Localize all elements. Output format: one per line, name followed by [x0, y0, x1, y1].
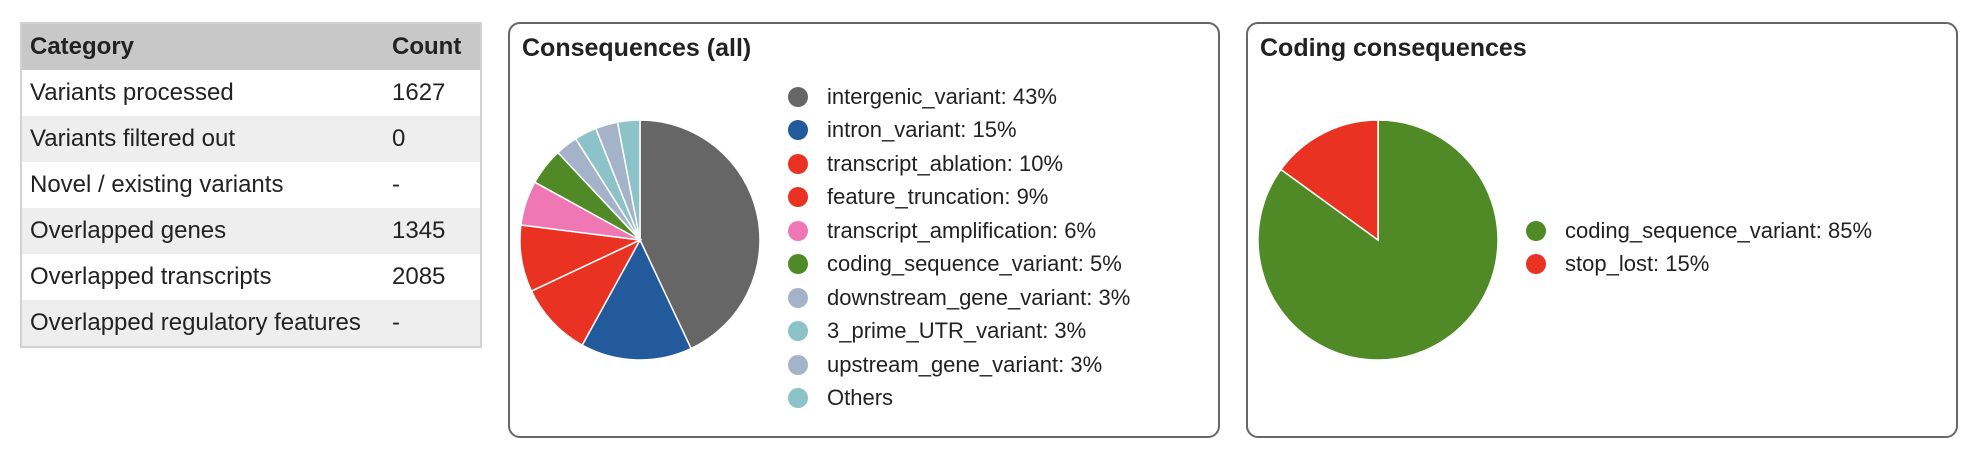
coding-consequences-legend: coding_sequence_variant: 85% stop_lost: 1…	[1526, 214, 1872, 281]
pie-slice	[616, 119, 641, 241]
legend-swatch	[788, 254, 808, 275]
consequences-all-legend: intergenic_variant: 43% intron_variant: 1…	[788, 80, 1130, 415]
legend-swatch	[1526, 254, 1546, 275]
row-label: Overlapped transcripts	[30, 263, 272, 290]
legend-label: intron_variant: 15%	[827, 117, 1017, 143]
row-value: 1345	[384, 208, 481, 254]
legend-swatch	[788, 187, 808, 208]
legend-item: intergenic_variant: 43%	[788, 80, 1130, 114]
legend-label: 3_prime_UTR_variant: 3%	[827, 318, 1087, 344]
legend-swatch	[788, 153, 808, 174]
legend-item: coding_sequence_variant: 85%	[1526, 214, 1872, 248]
legend-label: Others	[827, 385, 894, 411]
legend-label: intergenic_variant: 43%	[827, 83, 1057, 109]
legend-label: stop_lost: 15%	[1565, 251, 1710, 277]
table-row: Overlapped genes 1345	[21, 208, 481, 254]
legend-swatch	[788, 321, 808, 342]
legend-item: feature_truncation: 9%	[788, 181, 1130, 215]
pie-slice	[581, 238, 693, 361]
count-header: Count	[384, 23, 481, 70]
legend-item: Others	[788, 382, 1130, 416]
legend-item: stop_lost: 15%	[1526, 248, 1872, 282]
legend-label: downstream_gene_variant: 3%	[827, 284, 1131, 310]
legend-label: feature_truncation: 9%	[827, 184, 1049, 210]
row-value: -	[392, 171, 400, 198]
legend-swatch	[788, 120, 808, 141]
consequences-all-panel: Consequences (all) intergenic_variant: 4…	[508, 22, 1220, 438]
summary-table: Category Count Variants processed 1627 V…	[20, 22, 482, 348]
legend-swatch	[1526, 220, 1546, 241]
table-row: Novel / existing variants -	[21, 162, 481, 208]
legend-item: transcript_ablation: 10%	[788, 147, 1130, 181]
legend-item: intron_variant: 15%	[788, 114, 1130, 148]
row-label: Overlapped regulatory features	[21, 300, 384, 347]
row-label: Variants filtered out	[21, 116, 384, 162]
chart-title: Consequences (all)	[522, 34, 752, 62]
chart-title: Coding consequences	[1260, 34, 1527, 62]
legend-swatch	[788, 220, 808, 241]
table-row: Variants processed 1627	[21, 70, 481, 116]
legend-item: coding_sequence_variant: 5%	[788, 248, 1130, 282]
row-label: Novel / existing variants	[30, 171, 284, 198]
pie-slice	[530, 238, 642, 347]
consequences-all-pie	[519, 119, 761, 361]
legend-label: coding_sequence_variant: 85%	[1565, 217, 1873, 243]
pie-slice	[639, 119, 761, 350]
coding-consequences-panel: Coding consequences coding_sequence_vari…	[1246, 22, 1958, 438]
table-row: Overlapped regulatory features -	[21, 300, 481, 347]
row-value: 0	[384, 116, 481, 162]
legend-swatch	[788, 388, 808, 409]
row-value: -	[384, 300, 481, 347]
row-value: 2085	[392, 263, 446, 290]
legend-swatch	[788, 354, 808, 375]
legend-swatch	[788, 287, 808, 308]
legend-item: upstream_gene_variant: 3%	[788, 348, 1130, 382]
legend-label: coding_sequence_variant: 5%	[827, 251, 1122, 277]
legend-item: downstream_gene_variant: 3%	[788, 281, 1130, 315]
table-row: Variants filtered out 0	[21, 116, 481, 162]
row-label: Overlapped genes	[21, 208, 384, 254]
legend-swatch	[788, 86, 808, 107]
pie-slice	[1279, 119, 1379, 242]
summary-header-row: Category Count	[21, 23, 481, 70]
category-header: Category	[21, 23, 384, 70]
legend-label: upstream_gene_variant: 3%	[827, 351, 1103, 377]
legend-label: transcript_ablation: 10%	[827, 150, 1064, 176]
legend-label: transcript_amplification: 6%	[827, 217, 1097, 243]
row-value: 1627	[392, 79, 446, 106]
row-label: Variants processed	[30, 79, 234, 106]
coding-consequences-pie	[1257, 119, 1499, 361]
table-row: Overlapped transcripts 2085	[21, 254, 481, 300]
legend-item: transcript_amplification: 6%	[788, 214, 1130, 248]
legend-item: 3_prime_UTR_variant: 3%	[788, 315, 1130, 349]
